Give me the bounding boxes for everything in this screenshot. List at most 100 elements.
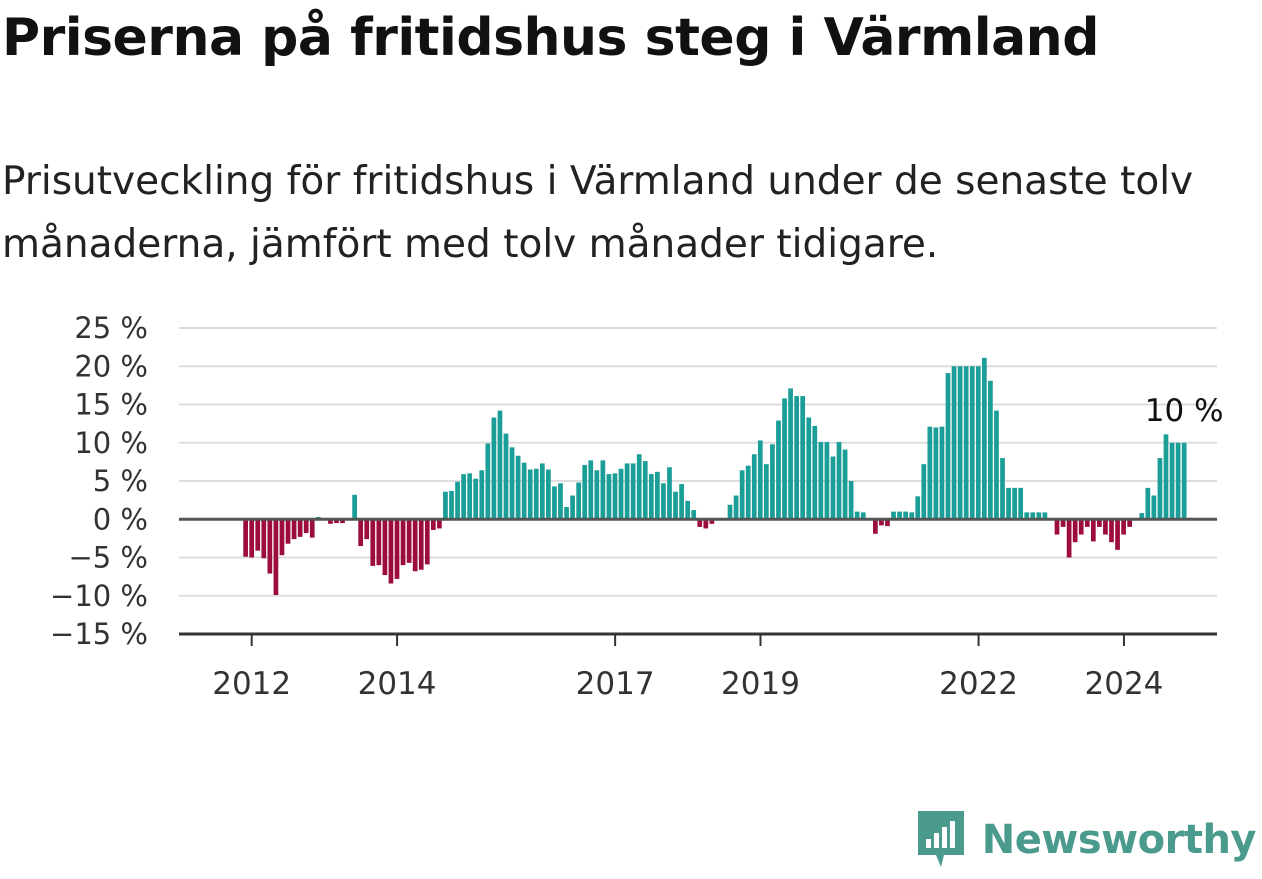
bar [1169, 442, 1175, 520]
bar [1036, 512, 1042, 520]
bar [655, 471, 660, 520]
bar [1054, 519, 1060, 535]
bar [975, 366, 981, 520]
bar [461, 474, 466, 520]
bar [1145, 487, 1151, 520]
y-tick-label: −10 % [50, 579, 148, 613]
bar [794, 396, 799, 520]
bar [648, 474, 654, 520]
bar [903, 511, 908, 520]
bar [1030, 512, 1036, 520]
bar [503, 433, 509, 520]
bar [612, 473, 618, 520]
bar [352, 494, 357, 520]
bar [328, 519, 333, 524]
bar [963, 366, 969, 520]
bar [691, 510, 697, 520]
bar [800, 396, 806, 520]
bar [406, 519, 412, 563]
bar [400, 519, 406, 566]
bar [630, 463, 636, 520]
bar [788, 388, 793, 520]
bar [1115, 519, 1120, 550]
bar [582, 464, 588, 520]
bar [539, 463, 545, 520]
bar [673, 491, 678, 520]
bar [443, 491, 448, 520]
bar [697, 519, 703, 527]
bar [594, 470, 600, 520]
bar [879, 519, 884, 526]
x-tick-label: 2022 [939, 666, 1018, 702]
bar [854, 511, 860, 520]
x-tick-label: 2019 [721, 666, 800, 702]
bar [618, 468, 624, 520]
bar [818, 441, 824, 520]
bar [1042, 512, 1048, 520]
chart-title: Priserna på fritidshus steg i Värmland [2, 8, 1099, 68]
bar [261, 519, 267, 559]
bar [733, 495, 739, 520]
bar [606, 474, 612, 520]
bar [939, 426, 945, 520]
bar [509, 447, 515, 520]
bar [527, 469, 533, 520]
y-tick-label: −15 % [50, 617, 148, 651]
bar [1157, 458, 1163, 520]
bar [739, 470, 745, 520]
bar [1097, 519, 1102, 527]
bar [957, 366, 963, 520]
bar [394, 519, 400, 579]
chart-subtitle: Prisutveckling för fritidshus i Värmland… [2, 159, 1194, 267]
bar [661, 483, 666, 520]
bar [927, 426, 933, 520]
bar [449, 490, 454, 520]
bar [776, 420, 781, 520]
bar [860, 512, 866, 520]
tick-labels: 25 % 20 % 15 % 10 % 5 % 0 % −5 % −10 % −15 % 2012… [50, 311, 1224, 702]
bar [1024, 512, 1030, 520]
brand-logo: Newsworthy [914, 809, 1257, 871]
gridlines [179, 327, 1217, 597]
brand-name: Newsworthy [981, 817, 1257, 863]
bar [770, 444, 775, 520]
bar [570, 495, 575, 520]
bar [588, 460, 594, 520]
bar [437, 519, 442, 529]
bar [267, 519, 273, 574]
bar [376, 519, 382, 566]
bar [848, 481, 854, 520]
bar [945, 373, 951, 520]
bar [1078, 519, 1084, 535]
bar [533, 468, 539, 520]
bar [1018, 487, 1024, 520]
bar [600, 460, 606, 520]
bar [885, 519, 890, 527]
bar-chart: 25 % 20 % 15 % 10 % 5 % 0 % −5 % −10 % −15 % 2012… [50, 311, 1224, 702]
bar [685, 500, 691, 520]
bar [1000, 458, 1005, 520]
newsworthy-logo-icon [917, 811, 964, 867]
last-value-label: 10 % [1145, 393, 1224, 429]
bar [1139, 513, 1145, 520]
bar [751, 454, 757, 520]
x-tick-label: 2012 [212, 666, 291, 702]
bar [969, 366, 975, 520]
bar [455, 481, 460, 520]
bar [334, 519, 339, 524]
bar [830, 456, 836, 520]
bar [921, 464, 927, 520]
bar [521, 462, 527, 520]
bar [782, 398, 787, 520]
bar [764, 464, 769, 520]
bar [576, 482, 582, 520]
bar [1109, 519, 1114, 543]
bar [552, 486, 557, 520]
axes [179, 517, 1217, 646]
bar [279, 519, 285, 556]
y-tick-label: 25 % [74, 311, 148, 345]
bar [1121, 519, 1126, 535]
bar [285, 519, 291, 544]
bar [994, 410, 999, 520]
bar [1006, 487, 1011, 520]
